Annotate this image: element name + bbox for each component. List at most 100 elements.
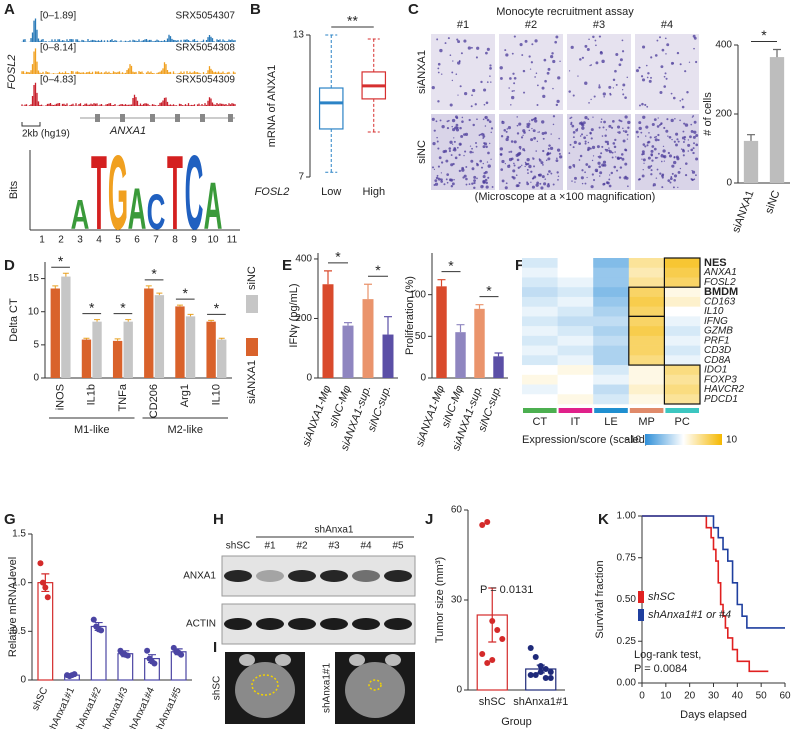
cell-dot [570, 45, 574, 49]
heatmap-cell [664, 384, 701, 395]
cell-dot [651, 122, 655, 127]
cell-dot [568, 90, 571, 93]
cell-dot [542, 94, 546, 98]
group-label: M2-like [168, 424, 203, 436]
cell-dot [526, 168, 529, 171]
cell-dot [655, 135, 658, 138]
scale-bar [21, 122, 41, 127]
cell-dot [501, 120, 505, 125]
cell-dot [578, 142, 581, 145]
cell-dot [643, 162, 645, 164]
cell-dot [638, 66, 641, 69]
x-tick-label: 50 [756, 691, 768, 702]
significance: * [375, 262, 381, 278]
cell-dot [656, 168, 659, 171]
cell-dot [516, 124, 519, 127]
cell-dot [441, 125, 445, 129]
cell-dot [490, 127, 494, 130]
cell-dot [465, 166, 468, 168]
heatmap-cell [593, 384, 630, 395]
row-label: PDCD1 [704, 394, 738, 405]
cell-dot [647, 156, 651, 160]
logo-letter: T [91, 134, 107, 252]
cell-dot [510, 140, 514, 143]
y-tick-label: 30 [451, 595, 463, 606]
blot-band [384, 618, 412, 630]
cell-dot [511, 52, 514, 55]
cell-dot [584, 140, 587, 143]
cell-dot [446, 126, 450, 130]
cell-dot [447, 37, 450, 40]
cell-dot [693, 178, 696, 181]
legend-swatch [638, 609, 644, 621]
cell-dot [486, 118, 490, 122]
row-label: FOSL2 [704, 277, 736, 288]
cell-dot [584, 44, 588, 48]
bar [382, 334, 394, 378]
block-outline [663, 257, 701, 288]
cell-dot [695, 174, 697, 177]
cell-dot [687, 143, 691, 147]
cell-dot [695, 134, 699, 138]
cell-dot [556, 157, 558, 160]
heatmap-cell [664, 316, 701, 327]
cell-dot [471, 147, 473, 150]
cell-dot [671, 164, 675, 168]
x-tick-label: IL1b [86, 384, 98, 405]
heatmap-cell [664, 374, 701, 385]
bar [362, 299, 374, 378]
x-tick-label: shSC [30, 686, 50, 713]
y-tick-label: 5 [33, 339, 39, 350]
y-axis-label: Relative mRNA level [7, 557, 19, 657]
cell-dot [652, 185, 654, 187]
cell-dot [552, 87, 554, 90]
survival-curve [642, 515, 769, 673]
cell-dot [591, 145, 596, 150]
cell-dot [513, 162, 515, 165]
cell-dot [433, 168, 436, 171]
blot-band [320, 618, 348, 630]
logo-tick: 6 [134, 235, 140, 246]
cell-dot [538, 173, 541, 177]
cell-dot [586, 47, 590, 51]
cell-dot [548, 144, 551, 147]
cell-dot [608, 150, 613, 154]
cell-dot [624, 96, 627, 99]
data-point [489, 618, 496, 624]
cell-dot [684, 123, 689, 127]
cell-dot [675, 143, 678, 147]
cell-dot [695, 157, 699, 161]
cell-dot [452, 60, 454, 62]
cell-dot [507, 164, 511, 168]
legend-label: shAnxa1#1 or #4 [648, 609, 731, 621]
cell-dot [437, 147, 440, 150]
cell-dot [689, 135, 692, 139]
cell-dot [539, 182, 542, 185]
cell-dot [437, 177, 441, 181]
cell-dot [595, 61, 599, 65]
cell-dot [436, 174, 439, 177]
cell-dot [579, 135, 582, 137]
cell-dot [431, 85, 435, 90]
cell-dot [443, 183, 446, 186]
significance: * [335, 249, 341, 265]
cell-dot [571, 180, 573, 182]
cell-dot [608, 178, 611, 181]
y-tick-label: 400 [715, 40, 732, 51]
heatmap-cell [557, 277, 594, 288]
x-tick-label: 20 [684, 691, 696, 702]
cell-dot [674, 117, 676, 120]
cell-dot [647, 72, 650, 75]
data-point [39, 579, 46, 586]
cell-dot [544, 79, 547, 83]
cell-dot [587, 118, 590, 121]
data-point [151, 660, 158, 667]
cell-dot [684, 174, 688, 177]
cell-dot [683, 138, 686, 141]
y-tick-label: 0 [20, 675, 26, 686]
cell-dot [650, 149, 654, 153]
row-label: PRF1 [704, 335, 730, 346]
eye [275, 654, 291, 666]
cell-dot [613, 145, 617, 149]
logo-tick: 8 [172, 235, 178, 246]
